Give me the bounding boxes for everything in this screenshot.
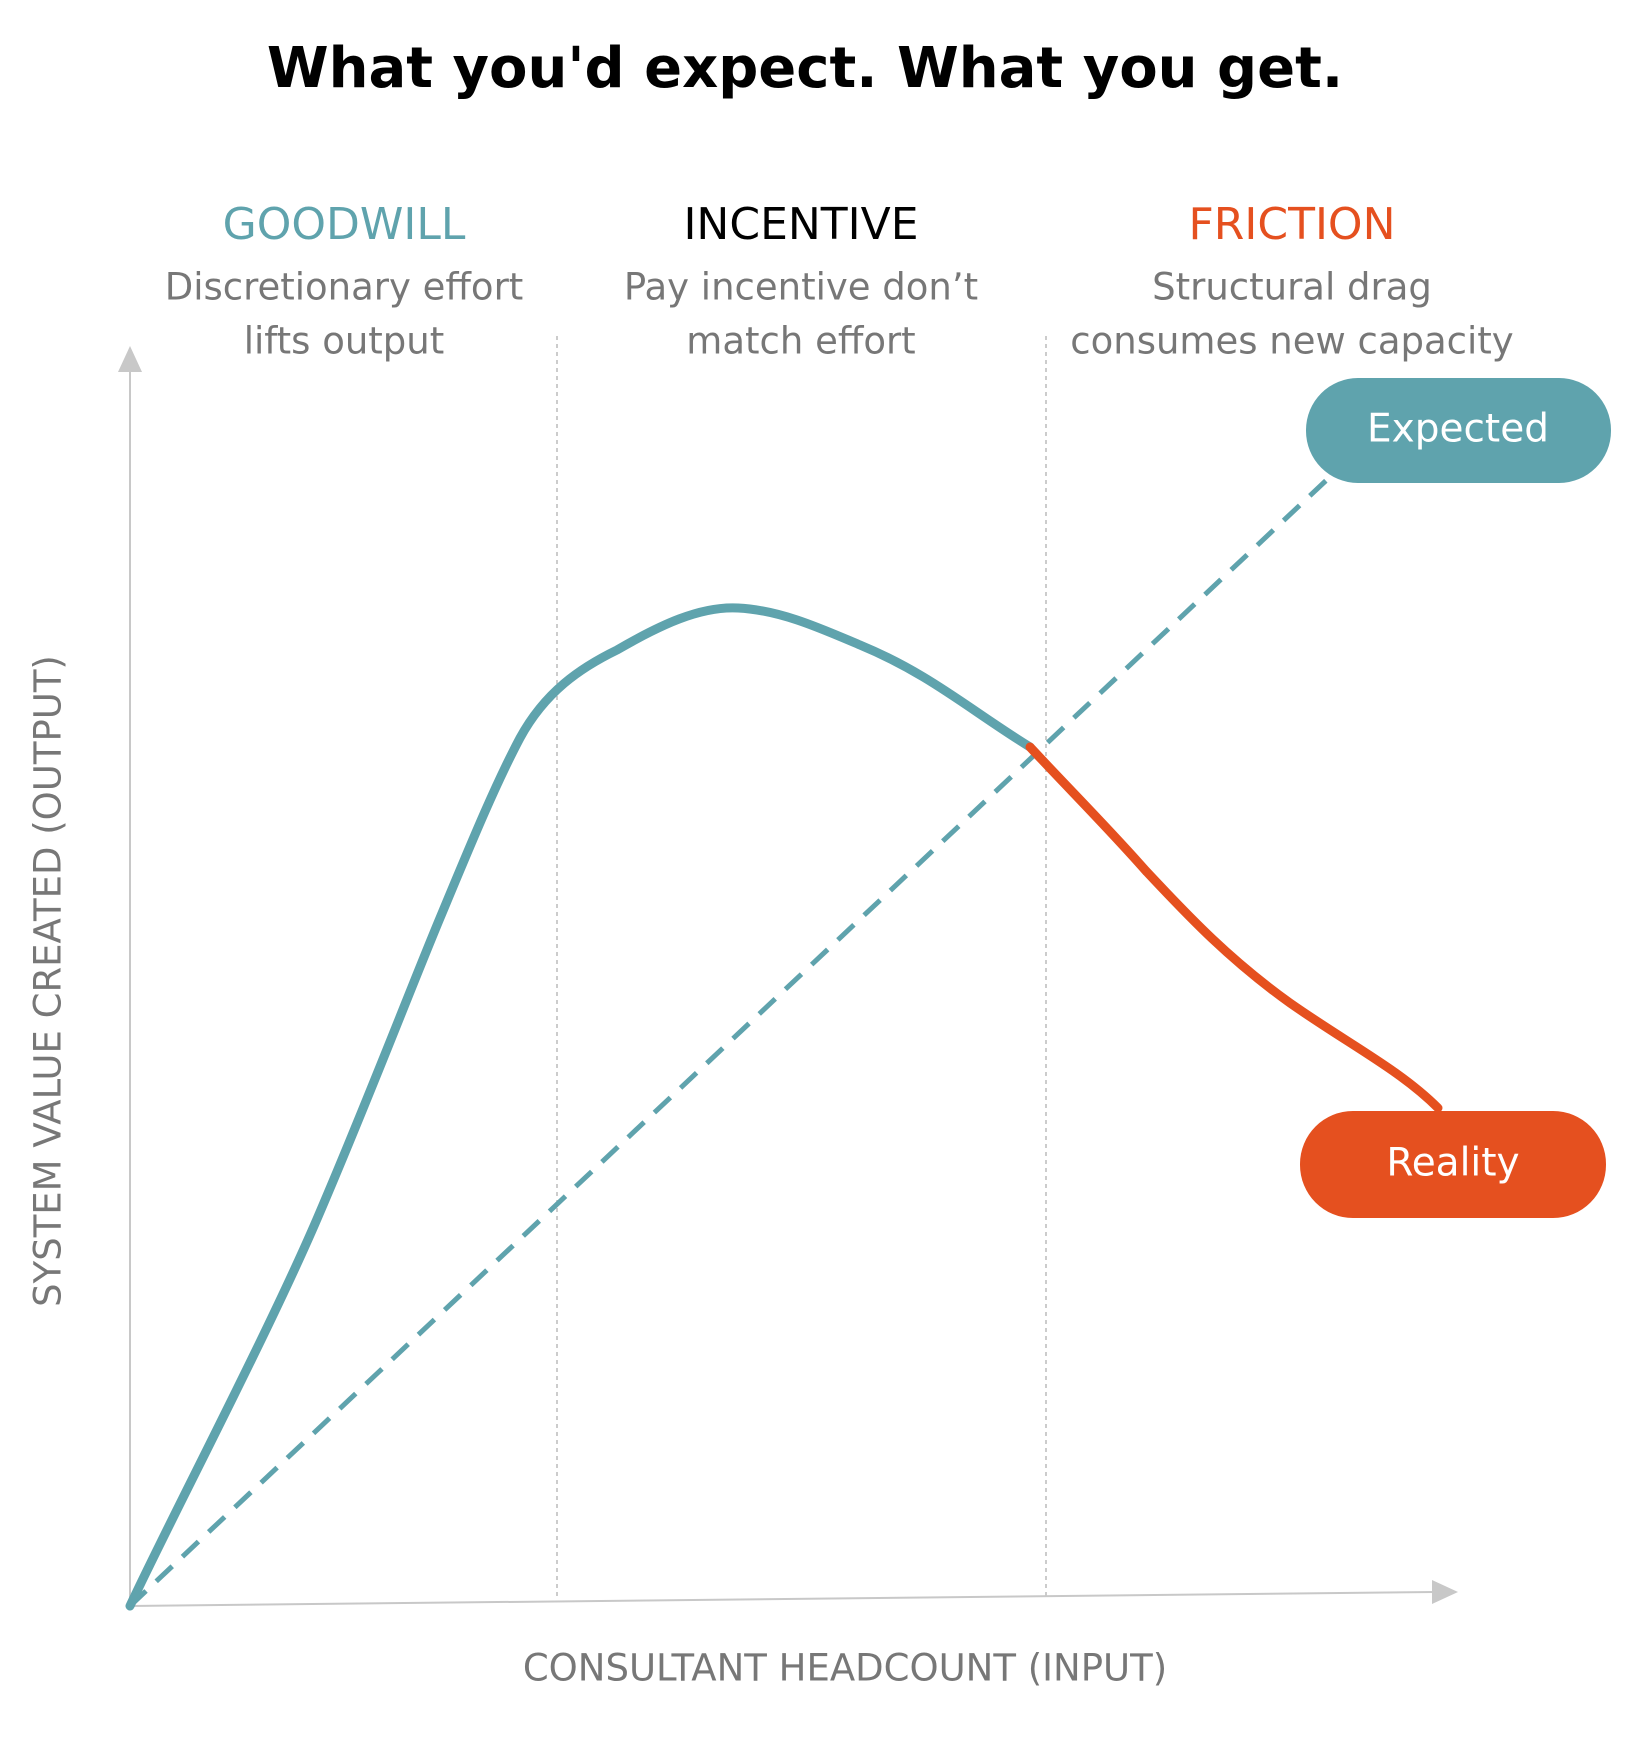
x-axis bbox=[129, 1591, 1436, 1607]
expected-label: Expected bbox=[1367, 407, 1549, 452]
x-axis-label: CONSULTANT HEADCOUNT (INPUT) bbox=[523, 1647, 1167, 1690]
expected-line bbox=[128, 472, 1335, 1608]
x-arrow bbox=[1432, 1580, 1458, 1604]
zone-title: INCENTIVE bbox=[683, 199, 918, 250]
y-axis-label: SYSTEM VALUE CREATED (OUTPUT) bbox=[27, 655, 70, 1307]
expected-pill bbox=[1306, 378, 1611, 483]
zone-title: FRICTION bbox=[1189, 199, 1396, 250]
zone-desc: Discretionary effort bbox=[165, 266, 524, 309]
reality-pill bbox=[1300, 1111, 1606, 1218]
zone-desc: lifts output bbox=[244, 320, 445, 363]
zone-desc: Structural drag bbox=[1152, 266, 1432, 309]
y-arrow bbox=[118, 346, 142, 372]
zone-title: GOODWILL bbox=[223, 199, 466, 250]
reality-curve-fall bbox=[1025, 742, 1443, 1113]
zone-desc: consumes new capacity bbox=[1070, 320, 1513, 363]
reality-curve-rise bbox=[125, 603, 1035, 1611]
zone-desc: Pay incentive don’t bbox=[624, 266, 978, 309]
zone-desc: match effort bbox=[686, 320, 915, 363]
title: What you'd expect. What you get. bbox=[267, 36, 1343, 101]
reality-label: Reality bbox=[1386, 1141, 1519, 1186]
